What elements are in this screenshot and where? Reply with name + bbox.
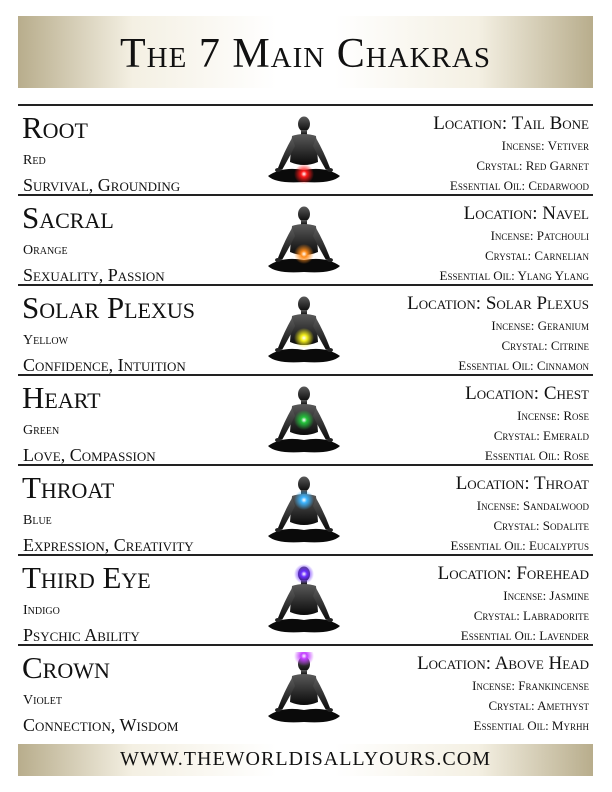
website-link[interactable]: WWW.THEWORLDISALLYOURS.COM <box>119 748 491 770</box>
chakra-incense: Incense: Sandalwood <box>476 498 589 513</box>
chakra-name: Heart <box>22 380 101 415</box>
chakra-oil: Essential Oil: Eucalyptus <box>450 538 589 553</box>
chakra-location: Location: Chest <box>465 383 589 404</box>
chakra-keywords: Love, Compassion <box>23 445 156 465</box>
chakra-location: Location: Navel <box>463 203 589 224</box>
chakra-name: Root <box>22 110 88 145</box>
chakra-name: Crown <box>22 650 110 685</box>
figure-silhouette <box>268 566 340 633</box>
chakra-incense: Incense: Jasmine <box>503 588 589 603</box>
chakra-row-third-eye: Third Eye Indigo Psychic Ability Locatio… <box>18 554 593 646</box>
chakra-oil: Essential Oil: Cedarwood <box>449 178 589 193</box>
chakra-name: Throat <box>22 470 115 505</box>
chakra-incense: Incense: Rose <box>517 408 589 423</box>
meditation-figure-icon <box>268 296 340 363</box>
chakra-color: Yellow <box>23 333 69 348</box>
chakra-location: Location: Above Head <box>417 653 589 674</box>
chakra-crystal: Crystal: Labradorite <box>473 608 589 623</box>
chakra-crystal: Crystal: Red Garnet <box>476 158 589 173</box>
figure-silhouette <box>268 386 340 453</box>
chakra-name: Third Eye <box>22 560 151 595</box>
chakra-row-heart: Heart Green Love, Compassion Location: C… <box>18 374 593 466</box>
chakra-keywords: Connection, Wisdom <box>23 715 179 735</box>
chakra-keywords: Expression, Creativity <box>23 535 194 555</box>
chakra-location: Location: Solar Plexus <box>407 293 589 314</box>
chakra-incense: Incense: Frankincense <box>472 678 589 693</box>
chakra-keywords: Confidence, Intuition <box>23 355 186 375</box>
chakra-color: Orange <box>23 243 68 258</box>
chakra-crystal: Crystal: Amethyst <box>488 698 590 713</box>
chakra-name: Sacral <box>22 200 114 235</box>
chakra-row-throat: Throat Blue Expression, Creativity Locat… <box>18 464 593 556</box>
chakra-details: Location: Chest Incense: Rose Crystal: E… <box>465 382 589 466</box>
chakra-incense: Incense: Patchouli <box>490 228 589 243</box>
chakra-details: Location: Solar Plexus Incense: Geranium… <box>407 292 589 376</box>
chakra-details: Location: Throat Incense: Sandalwood Cry… <box>451 472 589 556</box>
chakra-glow <box>294 652 314 666</box>
chakra-crystal: Crystal: Emerald <box>493 428 589 443</box>
chakra-row-root: Root Red Survival, Grounding Location: T… <box>18 104 593 196</box>
chakra-name: Solar Plexus <box>22 290 196 325</box>
chakra-crystal: Crystal: Citrine <box>501 338 589 353</box>
chakra-incense: Incense: Vetiver <box>501 138 589 153</box>
chakra-glow <box>294 564 314 584</box>
chakra-color: Red <box>23 153 46 168</box>
meditation-figure-icon <box>268 476 340 543</box>
chakra-color: Violet <box>23 693 62 708</box>
meditation-figure-icon <box>268 116 340 184</box>
chakra-details: Location: Tail Bone Incense: Vetiver Cry… <box>433 112 589 196</box>
chakra-oil: Essential Oil: Rose <box>484 448 589 463</box>
chakra-keywords: Sexuality, Passion <box>23 265 165 285</box>
chakra-crystal: Crystal: Carnelian <box>485 248 589 263</box>
chakra-location: Location: Throat <box>455 473 589 494</box>
chakra-details: Location: Navel Incense: Patchouli Cryst… <box>440 202 590 286</box>
chakra-details: Location: Forehead Incense: Jasmine Crys… <box>438 562 589 646</box>
chakra-oil: Essential Oil: Ylang Ylang <box>439 268 590 283</box>
meditation-figure-icon <box>268 386 340 453</box>
chakra-oil: Essential Oil: Myrhh <box>473 718 590 733</box>
header-banner: The 7 Main Chakras <box>18 16 593 88</box>
chakra-glow <box>294 164 314 184</box>
chakra-oil: Essential Oil: Lavender <box>460 628 589 643</box>
figure-silhouette <box>268 656 340 723</box>
chakra-glow <box>294 328 314 348</box>
chakra-glow <box>294 410 314 430</box>
chakra-details: Location: Above Head Incense: Frankincen… <box>417 652 589 736</box>
chakra-incense: Incense: Geranium <box>491 318 589 333</box>
chakra-color: Green <box>23 423 60 438</box>
page-title: The 7 Main Chakras <box>120 31 491 77</box>
meditation-figure-icon <box>268 206 340 273</box>
chakra-crystal: Crystal: Sodalite <box>493 518 589 533</box>
chakra-keywords: Psychic Ability <box>23 625 140 645</box>
chakra-row-crown: Crown Violet Connection, Wisdom Location… <box>18 644 593 736</box>
chakra-location: Location: Forehead <box>437 563 589 584</box>
chakra-location: Location: Tail Bone <box>433 113 589 134</box>
chakra-glow <box>294 244 314 264</box>
meditation-figure-icon <box>268 652 340 723</box>
footer-banner: WWW.THEWORLDISALLYOURS.COM <box>18 744 593 776</box>
chakra-row-sacral: Sacral Orange Sexuality, Passion Locatio… <box>18 194 593 286</box>
chakra-oil: Essential Oil: Cinnamon <box>458 358 589 373</box>
chakra-glow <box>294 490 314 510</box>
chakra-color: Indigo <box>23 603 60 618</box>
chakra-keywords: Survival, Grounding <box>23 175 181 195</box>
figure-silhouette <box>268 206 340 273</box>
meditation-figure-icon <box>268 564 340 633</box>
chakra-row-solar-plexus: Solar Plexus Yellow Confidence, Intuitio… <box>18 284 593 376</box>
chakra-color: Blue <box>23 513 52 528</box>
